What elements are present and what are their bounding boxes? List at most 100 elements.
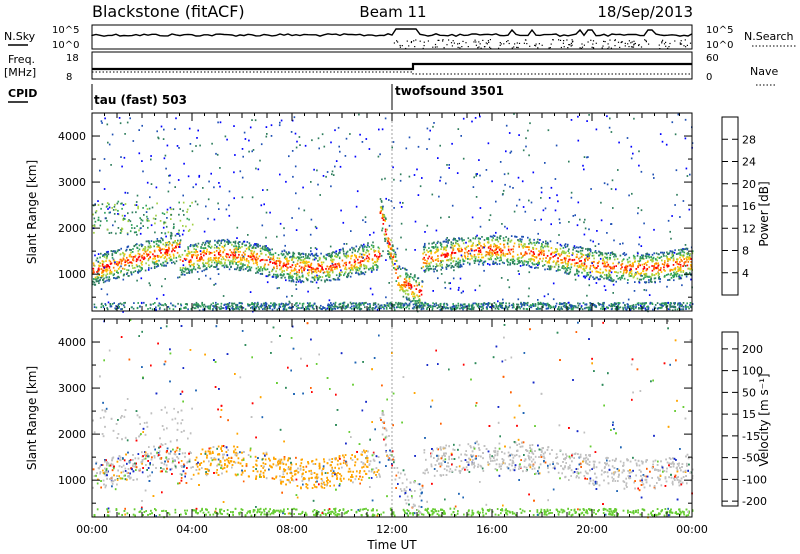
echo-cell	[248, 246, 250, 249]
echo-cell	[219, 250, 221, 253]
nsearch-point	[601, 47, 603, 49]
echo-cell	[259, 250, 262, 253]
echo-cell	[342, 306, 345, 309]
echo-cell	[110, 271, 113, 273]
echo-cell	[376, 266, 379, 269]
echo-cell	[187, 246, 189, 248]
echo-cell	[379, 252, 381, 255]
echo-cell	[156, 245, 158, 248]
echo-cell	[260, 304, 262, 307]
echo-cell	[676, 262, 679, 265]
echo-cell	[471, 244, 474, 247]
echo-cell	[589, 253, 591, 256]
echo-cell	[556, 260, 559, 263]
echo-cell	[573, 264, 576, 267]
echo-cell	[426, 306, 429, 309]
echo-cell	[654, 304, 657, 306]
echo-cell	[111, 253, 114, 255]
echo-cell	[437, 255, 439, 257]
echo-cell	[391, 258, 394, 261]
echo-cell	[622, 274, 625, 277]
nsearch-point	[680, 43, 683, 45]
echo-cell	[106, 268, 108, 271]
echo-cell	[453, 257, 456, 259]
echo-cell	[435, 251, 437, 253]
echo-cell	[568, 272, 571, 274]
echo-cell	[615, 255, 617, 258]
echo-cell	[585, 303, 588, 306]
echo-cell	[257, 245, 259, 248]
echo-cell	[392, 250, 395, 252]
echo-cell	[475, 244, 477, 247]
echo-cell	[478, 159, 480, 161]
echo-cell	[109, 304, 112, 307]
echo-cell	[163, 257, 166, 260]
echo-cell	[428, 262, 430, 265]
echo-cell	[274, 306, 276, 309]
echo-cell	[353, 259, 356, 261]
echo-cell	[361, 253, 363, 256]
nsearch-point	[567, 47, 569, 49]
echo-cell	[515, 308, 517, 310]
echo-cell	[542, 304, 545, 307]
echo-cell	[269, 258, 271, 261]
echo-cell	[559, 269, 561, 271]
echo-cell	[339, 251, 341, 254]
echo-cell	[157, 255, 160, 257]
echo-cell	[233, 254, 235, 257]
echo-cell	[660, 267, 662, 269]
echo-cell	[386, 302, 388, 304]
echo-cell	[620, 267, 622, 270]
echo-cell	[141, 245, 143, 248]
echo-cell	[305, 253, 307, 255]
echo-cell	[291, 295, 293, 297]
echo-cell	[567, 243, 569, 246]
echo-cell	[390, 239, 392, 242]
echo-cell	[146, 219, 149, 222]
echo-cell	[289, 307, 291, 310]
echo-cell	[380, 201, 383, 203]
echo-cell	[299, 144, 301, 146]
echo-cell	[202, 250, 205, 252]
echo-cell	[359, 252, 361, 255]
echo-cell	[496, 256, 498, 258]
echo-cell	[527, 301, 529, 304]
nsearch-point	[477, 47, 479, 49]
echo-cell	[411, 293, 413, 295]
echo-cell	[527, 295, 530, 298]
echo-cell	[422, 252, 424, 255]
nsearch-point	[401, 45, 403, 47]
echo-cell	[537, 301, 539, 304]
echo-cell	[505, 150, 507, 153]
echo-cell	[225, 264, 228, 267]
echo-cell	[675, 271, 678, 273]
echo-cell	[442, 303, 445, 306]
echo-cell	[377, 258, 380, 260]
echo-cell	[593, 278, 595, 280]
echo-cell	[207, 240, 209, 242]
echo-cell	[610, 188, 613, 190]
echo-cell	[166, 254, 169, 257]
echo-cell	[598, 278, 601, 281]
echo-cell	[249, 304, 251, 306]
echo-cell	[625, 253, 628, 256]
echo-cell	[347, 255, 350, 258]
echo-cell	[524, 252, 527, 255]
echo-cell	[311, 272, 313, 275]
echo-cell	[387, 250, 389, 252]
echo-cell	[374, 307, 376, 310]
echo-cell	[191, 268, 193, 271]
echo-cell	[495, 245, 497, 247]
echo-cell	[689, 304, 691, 306]
echo-cell	[145, 262, 147, 265]
echo-cell	[286, 266, 288, 269]
echo-cell	[154, 255, 157, 258]
echo-cell	[608, 304, 610, 307]
echo-cell	[289, 271, 292, 274]
echo-cell	[424, 304, 426, 307]
echo-cell	[555, 144, 558, 147]
echo-cell	[507, 306, 510, 309]
echo-cell	[489, 257, 492, 260]
echo-cell	[135, 258, 138, 261]
echo-cell	[666, 265, 669, 268]
